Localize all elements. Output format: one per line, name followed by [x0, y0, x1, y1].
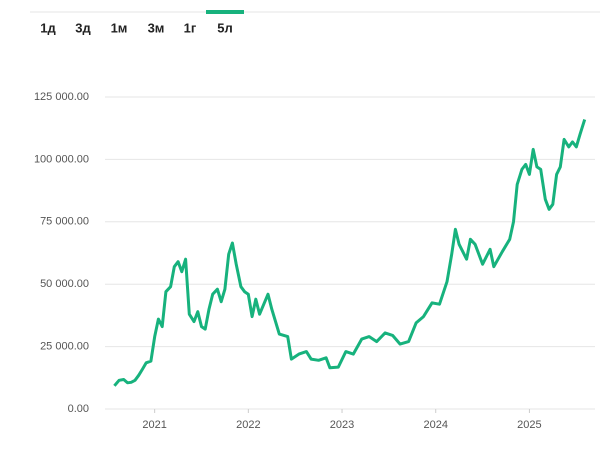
period-tab[interactable]: 3м: [148, 20, 165, 35]
price-line: [113, 119, 587, 387]
active-tab-indicator: [206, 10, 244, 14]
y-tick-label: 75 000.00: [40, 216, 89, 228]
x-tick-label: 2024: [423, 419, 447, 431]
x-tick-label: 2021: [142, 419, 166, 431]
period-tab[interactable]: 1г: [184, 20, 197, 35]
period-tab[interactable]: 3д: [75, 20, 91, 35]
x-tick-label: 2025: [517, 419, 541, 431]
x-tick-label: 2023: [330, 419, 354, 431]
y-tick-label: 25 000.00: [40, 341, 89, 353]
y-tick-label: 0.00: [68, 403, 89, 415]
period-tab[interactable]: 1м: [111, 20, 128, 35]
period-tab[interactable]: 1д: [40, 20, 56, 35]
y-tick-label: 50 000.00: [40, 278, 89, 290]
period-tab[interactable]: 5л: [217, 20, 233, 35]
y-tick-label: 125 000.00: [34, 91, 89, 103]
y-tick-label: 100 000.00: [34, 153, 89, 165]
x-tick-label: 2022: [236, 419, 260, 431]
